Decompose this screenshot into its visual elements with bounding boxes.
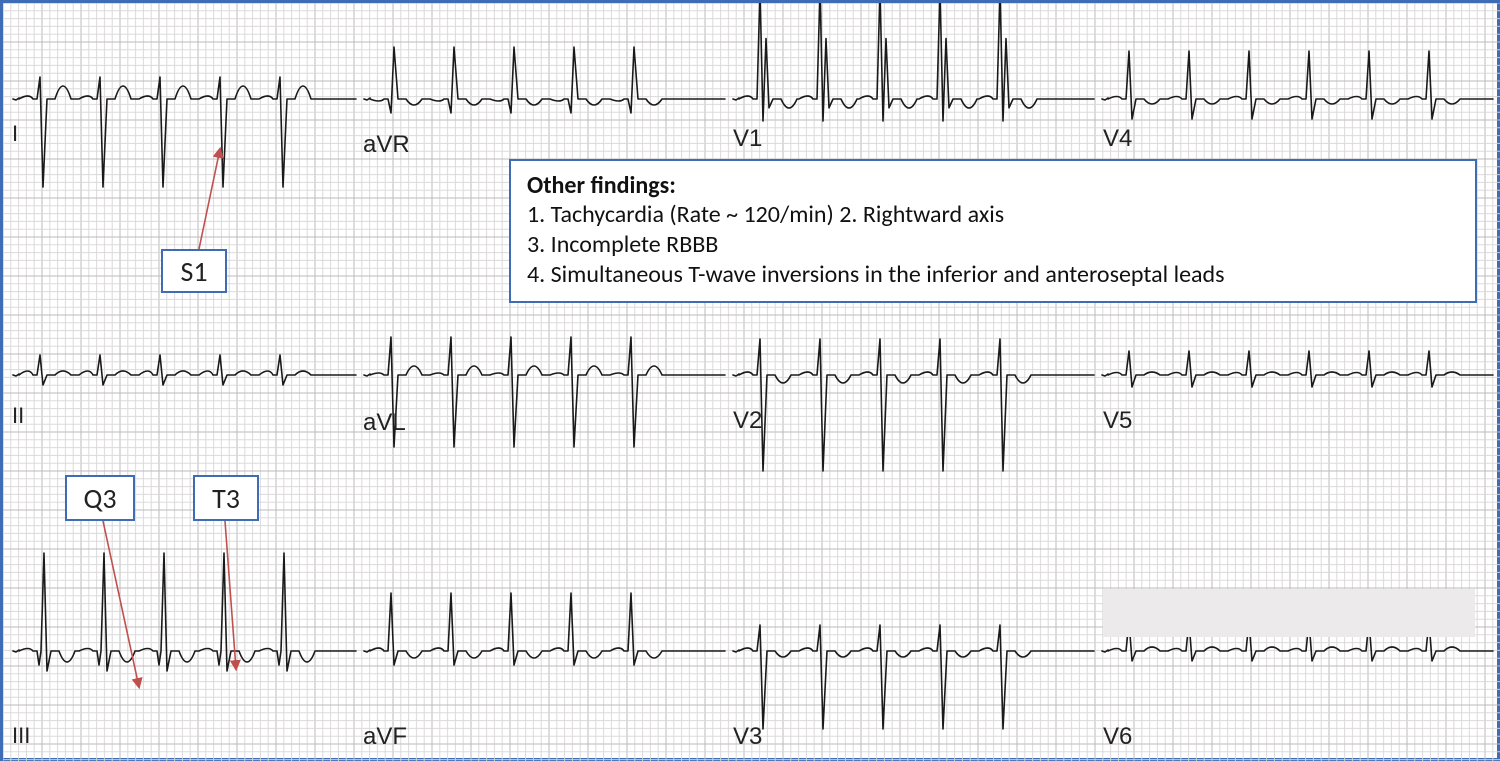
findings-line-2: 3. Incomplete RBBB xyxy=(527,230,1459,260)
lead-label-ii: II xyxy=(12,403,24,429)
callout-q3: Q3 xyxy=(65,475,135,521)
lead-label-v6: V6 xyxy=(1103,723,1132,751)
callout-t3: T3 xyxy=(193,475,259,521)
lead-label-v4: V4 xyxy=(1103,125,1132,153)
lead-label-iii: III xyxy=(12,723,30,749)
lead-label-avr: aVR xyxy=(363,131,410,159)
lead-label-v1: V1 xyxy=(733,125,762,153)
ecg-figure: S1 Q3 T3 Other findings: 1. Tachycardia … xyxy=(0,0,1500,761)
findings-box: Other findings: 1. Tachycardia (Rate ~ 1… xyxy=(509,159,1477,303)
ecg-waveforms xyxy=(3,3,1500,761)
lead-label-v5: V5 xyxy=(1103,407,1132,435)
lead-label-avl: aVL xyxy=(363,409,406,437)
findings-title: Other findings: xyxy=(527,171,1459,200)
callout-s1: S1 xyxy=(161,249,227,293)
lead-label-v2: V2 xyxy=(733,407,762,435)
redaction-block xyxy=(1103,589,1475,637)
lead-label-v3: V3 xyxy=(733,723,762,751)
lead-label-avf: aVF xyxy=(363,723,407,751)
callout-t3-text: T3 xyxy=(212,481,240,516)
findings-line-3: 4. Simultaneous T-wave inversions in the… xyxy=(527,260,1459,290)
lead-label-i: I xyxy=(12,121,18,147)
findings-line-1: 1. Tachycardia (Rate ~ 120/min) 2. Right… xyxy=(527,200,1459,230)
callout-q3-text: Q3 xyxy=(83,481,116,516)
callout-s1-text: S1 xyxy=(180,254,207,289)
